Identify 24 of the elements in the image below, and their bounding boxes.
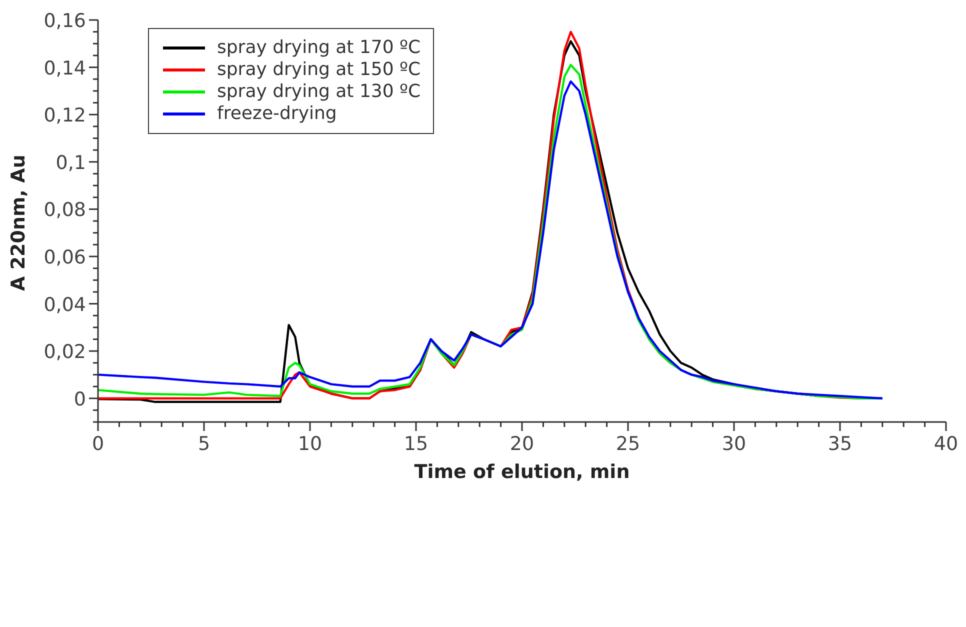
x-tick-label: 20 <box>510 433 534 455</box>
y-tick-label: 0,1 <box>56 152 86 174</box>
x-tick-label: 5 <box>198 433 210 455</box>
legend-label: spray drying at 130 ºC <box>217 81 421 103</box>
y-tick-label: 0,12 <box>44 104 86 127</box>
y-tick-label: 0 <box>74 388 86 410</box>
x-tick-label: 30 <box>722 433 746 455</box>
x-axis-title: Time of elution, min <box>414 461 630 483</box>
y-axis-title: A 220nm, Au <box>8 154 30 291</box>
x-tick-label: 25 <box>616 433 640 455</box>
x-tick-label: 40 <box>934 433 958 455</box>
x-tick-label: 0 <box>92 433 104 455</box>
legend-label: freeze-drying <box>217 103 337 125</box>
y-tick-label: 0,14 <box>44 57 86 80</box>
y-tick-label: 0,02 <box>44 341 86 364</box>
x-tick-label: 15 <box>404 433 428 455</box>
legend-label: spray drying at 170 ºC <box>217 37 421 59</box>
y-tick-label: 0,08 <box>44 199 86 222</box>
y-tick-label: 0,16 <box>44 10 86 32</box>
legend-label: spray drying at 150 ºC <box>217 59 421 81</box>
x-tick-label: 35 <box>828 433 852 455</box>
x-tick-label: 10 <box>298 433 322 455</box>
y-tick-label: 0,04 <box>44 294 86 316</box>
y-tick-label: 0,06 <box>44 246 86 268</box>
